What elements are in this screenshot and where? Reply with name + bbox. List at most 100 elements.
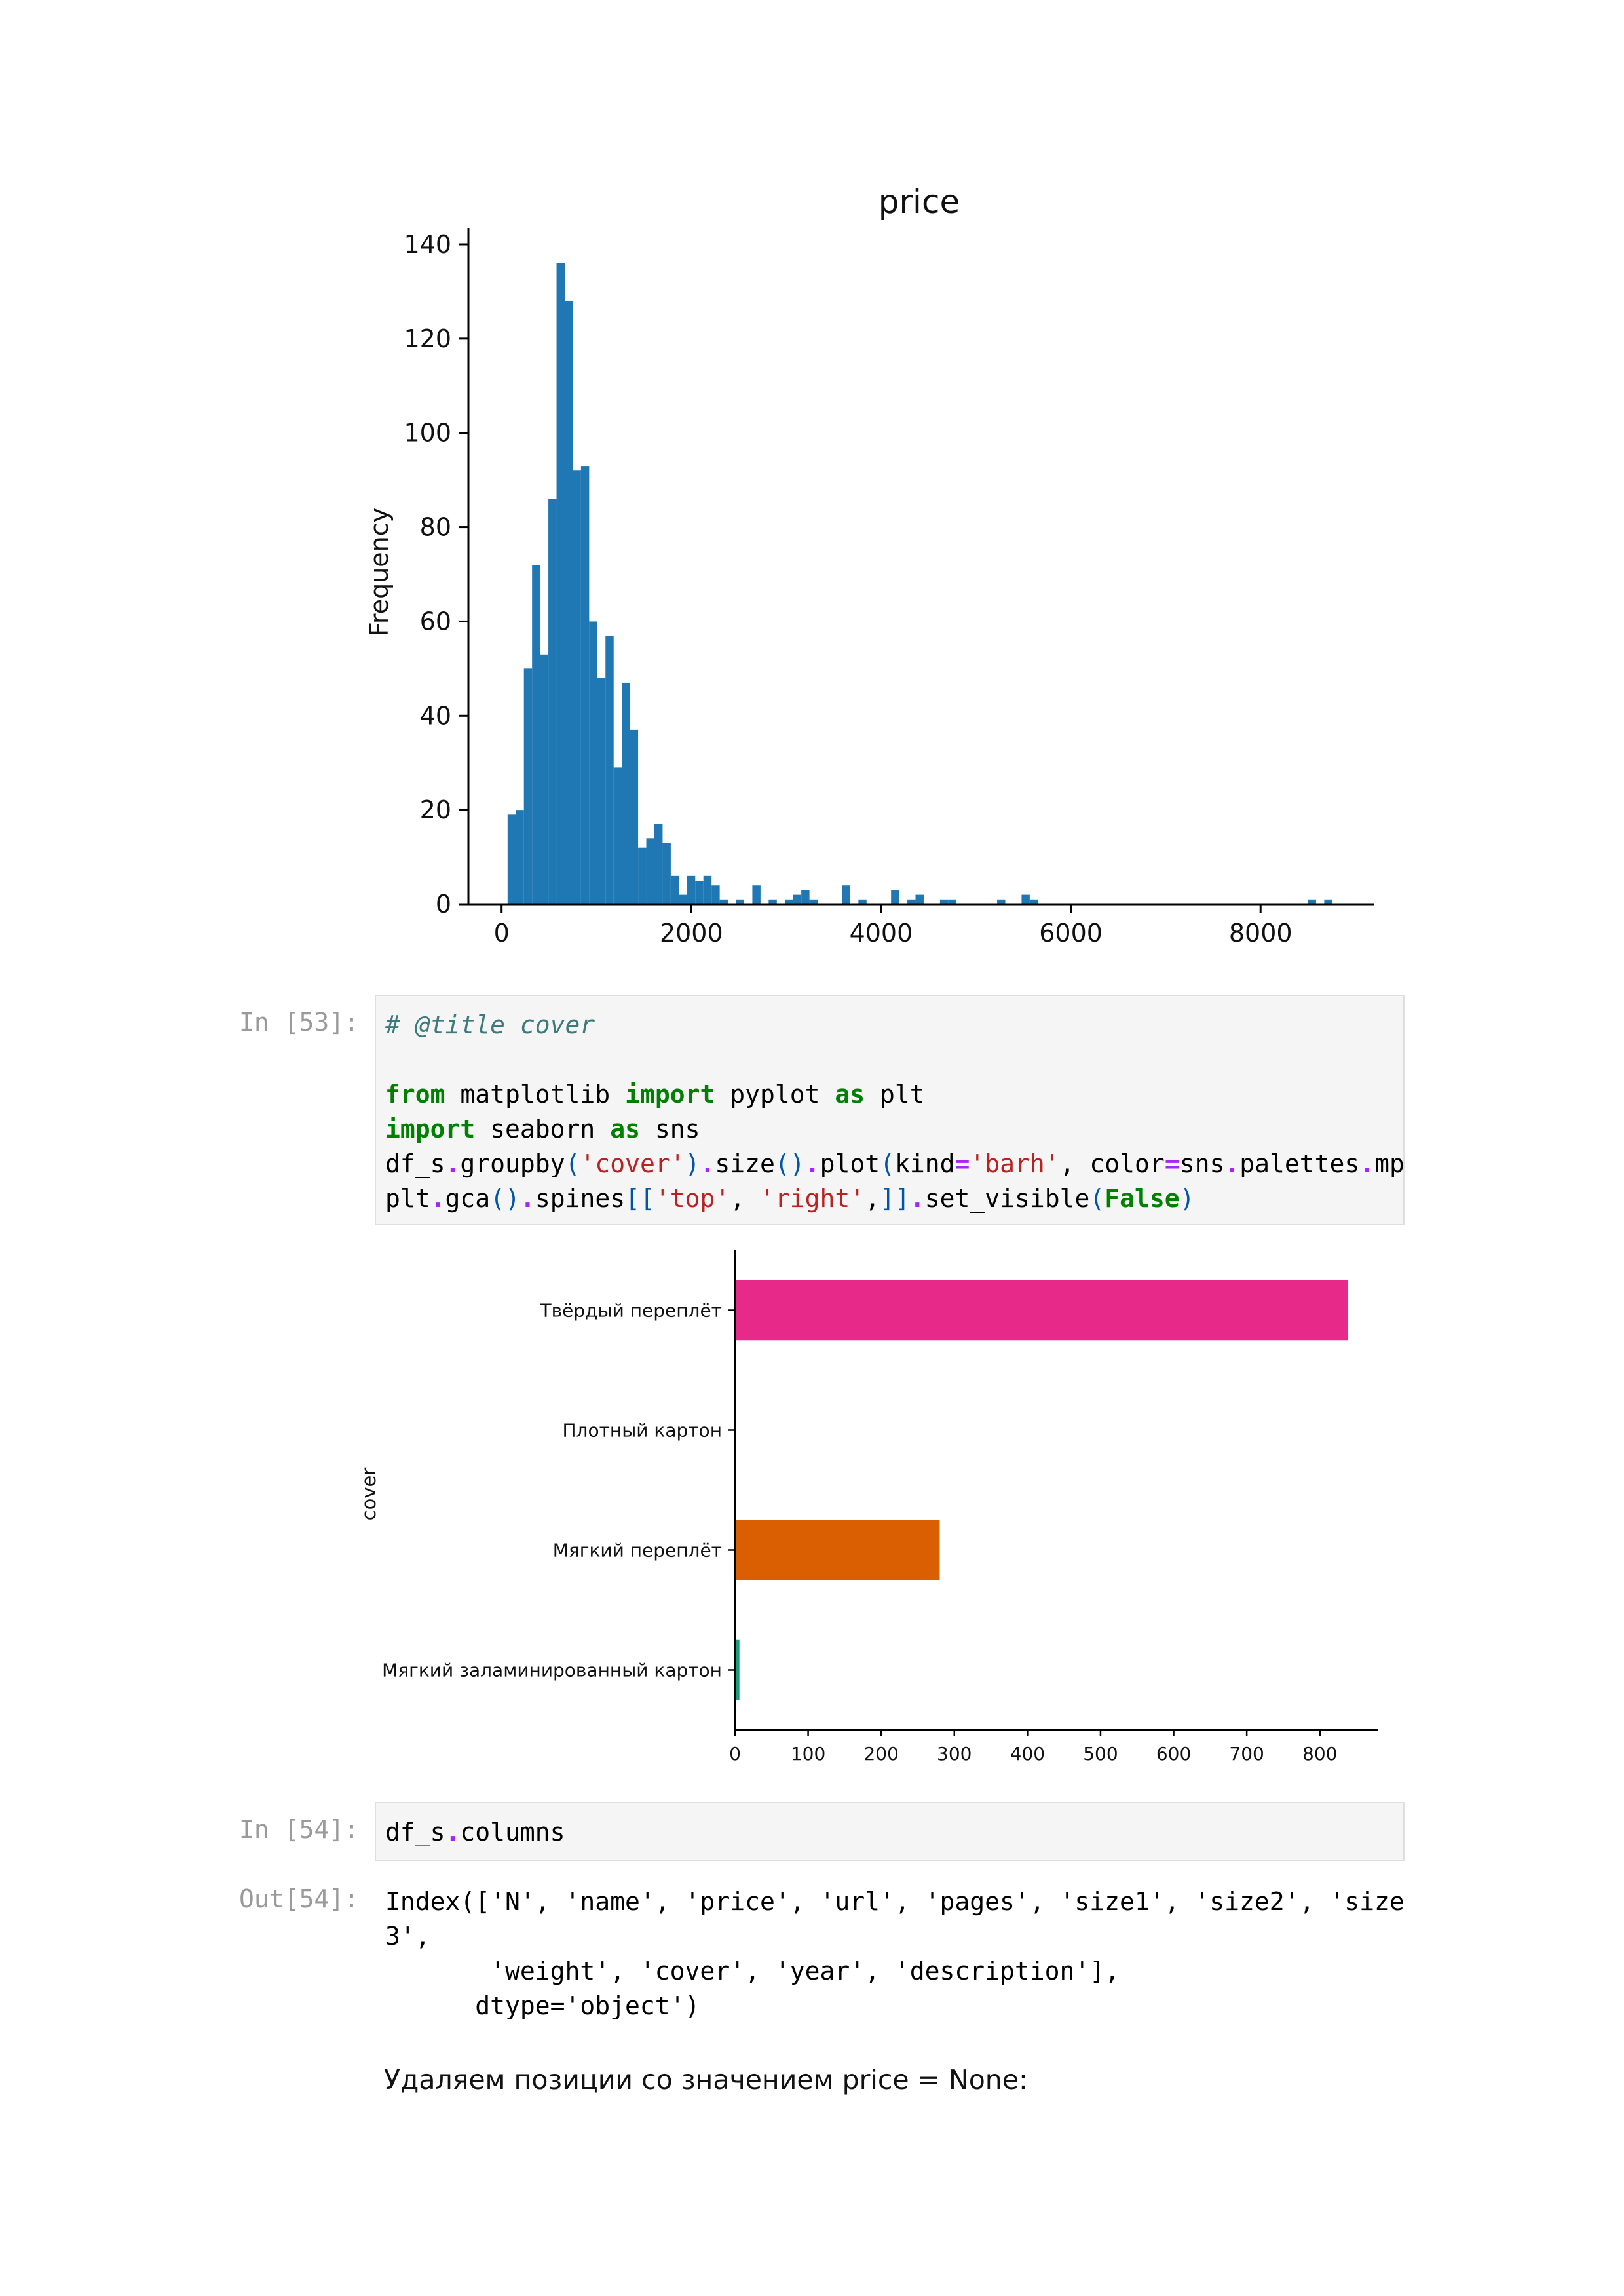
histogram-bar xyxy=(662,843,671,904)
code-line: df_s.columns xyxy=(385,1818,565,1846)
histogram-bar xyxy=(842,885,850,904)
x-tick-label: 800 xyxy=(1302,1743,1337,1765)
y-tick-label: 60 xyxy=(420,607,451,636)
histogram-bar xyxy=(573,470,581,904)
cell-53-prompt: In [53]: xyxy=(238,1008,359,1037)
code-cell-53[interactable]: # @title cover from matplotlib import py… xyxy=(375,995,1405,1225)
y-tick-label: 20 xyxy=(420,795,451,824)
y-tick-label: 40 xyxy=(420,701,451,730)
code-line xyxy=(385,1043,1403,1077)
code-line: plt.gca().spines[['top', 'right',]].set_… xyxy=(385,1184,1195,1213)
barh-bar xyxy=(735,1520,940,1580)
price-histogram: price Frequency 0 20 40 60 80 100 120 140 0 2000… xyxy=(365,183,1374,947)
histogram-bar xyxy=(948,899,956,904)
histogram-bar xyxy=(687,875,696,904)
y-tick-label: 120 xyxy=(404,324,451,353)
histogram-bar xyxy=(1021,894,1030,904)
histogram-bar xyxy=(523,668,533,904)
y-tick-label: 140 xyxy=(404,230,451,259)
histogram-bar xyxy=(801,890,810,904)
x-tick-label: 4000 xyxy=(850,919,913,947)
code-line: # @title cover xyxy=(385,1010,595,1039)
histogram-bar xyxy=(939,899,949,904)
histogram-bar xyxy=(638,847,647,904)
x-tick-label: 300 xyxy=(937,1743,972,1765)
histogram-bar xyxy=(907,899,916,904)
histogram-bar xyxy=(711,885,720,904)
histogram-x-ticks: 0 2000 4000 6000 8000 xyxy=(494,904,1293,947)
histogram-bar xyxy=(670,875,679,904)
x-tick-label: 0 xyxy=(494,919,510,947)
x-tick-label: 400 xyxy=(1010,1743,1045,1765)
barh-ylabel: cover xyxy=(358,1468,380,1521)
histogram-bar xyxy=(540,654,549,904)
category-label: Мягкий переплёт xyxy=(553,1540,722,1561)
barh-bar xyxy=(735,1639,740,1700)
barh-x-ticks: 0 100 200 300 400 500 600 700 800 xyxy=(729,1730,1337,1765)
histogram-bar xyxy=(1029,899,1038,904)
histogram-bar xyxy=(915,894,924,904)
histogram-bar xyxy=(1324,899,1332,904)
x-tick-label: 600 xyxy=(1156,1743,1191,1765)
histogram-bar xyxy=(580,466,590,904)
histogram-bar xyxy=(1308,899,1316,904)
x-tick-label: 700 xyxy=(1229,1743,1264,1765)
x-tick-label: 0 xyxy=(729,1743,741,1765)
histogram-title: price xyxy=(878,183,960,221)
category-label: Плотный картон xyxy=(563,1420,723,1442)
histogram-bar xyxy=(589,621,597,904)
histogram-ylabel: Frequency xyxy=(365,508,394,636)
histogram-bar xyxy=(548,499,557,904)
histogram-bar xyxy=(532,565,540,904)
markdown-text: Удаляем позиции со значением price = Non… xyxy=(384,2064,1028,2095)
histogram-bar xyxy=(719,899,728,904)
y-tick-label: 80 xyxy=(420,513,451,542)
code-line: df_s.groupby('cover').size().plot(kind='… xyxy=(385,1149,1405,1178)
barh-bars xyxy=(735,1280,1348,1700)
histogram-bar xyxy=(785,899,793,904)
code-cell-54[interactable]: df_s.columns xyxy=(375,1802,1405,1861)
barh-category-labels: Твёрдый переплёт Плотный картон Мягкий пер… xyxy=(382,1300,735,1681)
histogram-bars xyxy=(507,263,1332,904)
x-tick-label: 100 xyxy=(791,1743,825,1765)
code-line: import seaborn as sns xyxy=(385,1115,700,1143)
x-tick-label: 500 xyxy=(1083,1743,1118,1765)
histogram-y-ticks: 0 20 40 60 80 100 120 140 xyxy=(404,230,468,919)
histogram-bar xyxy=(516,810,524,904)
histogram-bar xyxy=(703,875,712,904)
category-label: Твёрдый переплёт xyxy=(540,1300,722,1322)
histogram-bar xyxy=(736,899,744,904)
out-54-text: Index(['N', 'name', 'price', 'url', 'pag… xyxy=(385,1887,1405,2020)
out-54-prompt: Out[54]: xyxy=(238,1885,359,1913)
histogram-bar xyxy=(622,682,630,904)
histogram-bar xyxy=(679,894,687,904)
x-tick-label: 2000 xyxy=(660,919,723,947)
cell-54-prompt: In [54]: xyxy=(238,1815,359,1844)
histogram-bar xyxy=(630,729,639,904)
histogram-bar xyxy=(556,263,565,904)
code-line: from matplotlib import pyplot as plt xyxy=(385,1080,925,1109)
histogram-bar xyxy=(809,899,818,904)
barh-bar xyxy=(735,1280,1348,1341)
histogram-bar xyxy=(891,890,899,904)
histogram-bar xyxy=(613,767,622,904)
histogram-bar xyxy=(507,814,516,904)
histogram-bar xyxy=(793,894,802,904)
histogram-bar xyxy=(997,899,1006,904)
histogram-bar xyxy=(858,899,867,904)
histogram-bar xyxy=(646,838,654,904)
histogram-bar xyxy=(605,636,614,904)
histogram-bar xyxy=(654,824,663,904)
histogram-bar xyxy=(752,885,761,904)
cover-barh-chart: cover Твёрдый переплёт Плотный картон Мягк… xyxy=(358,1250,1378,1765)
y-tick-label: 0 xyxy=(436,890,451,919)
category-label: Мягкий заламинированный картон xyxy=(382,1660,722,1681)
histogram-bar xyxy=(768,899,777,904)
histogram-bar xyxy=(564,301,573,904)
histogram-bar xyxy=(695,881,704,904)
x-tick-label: 200 xyxy=(863,1743,898,1765)
x-tick-label: 6000 xyxy=(1039,919,1103,947)
histogram-bar xyxy=(597,678,606,904)
y-tick-label: 100 xyxy=(404,419,451,448)
x-tick-label: 8000 xyxy=(1229,919,1293,947)
